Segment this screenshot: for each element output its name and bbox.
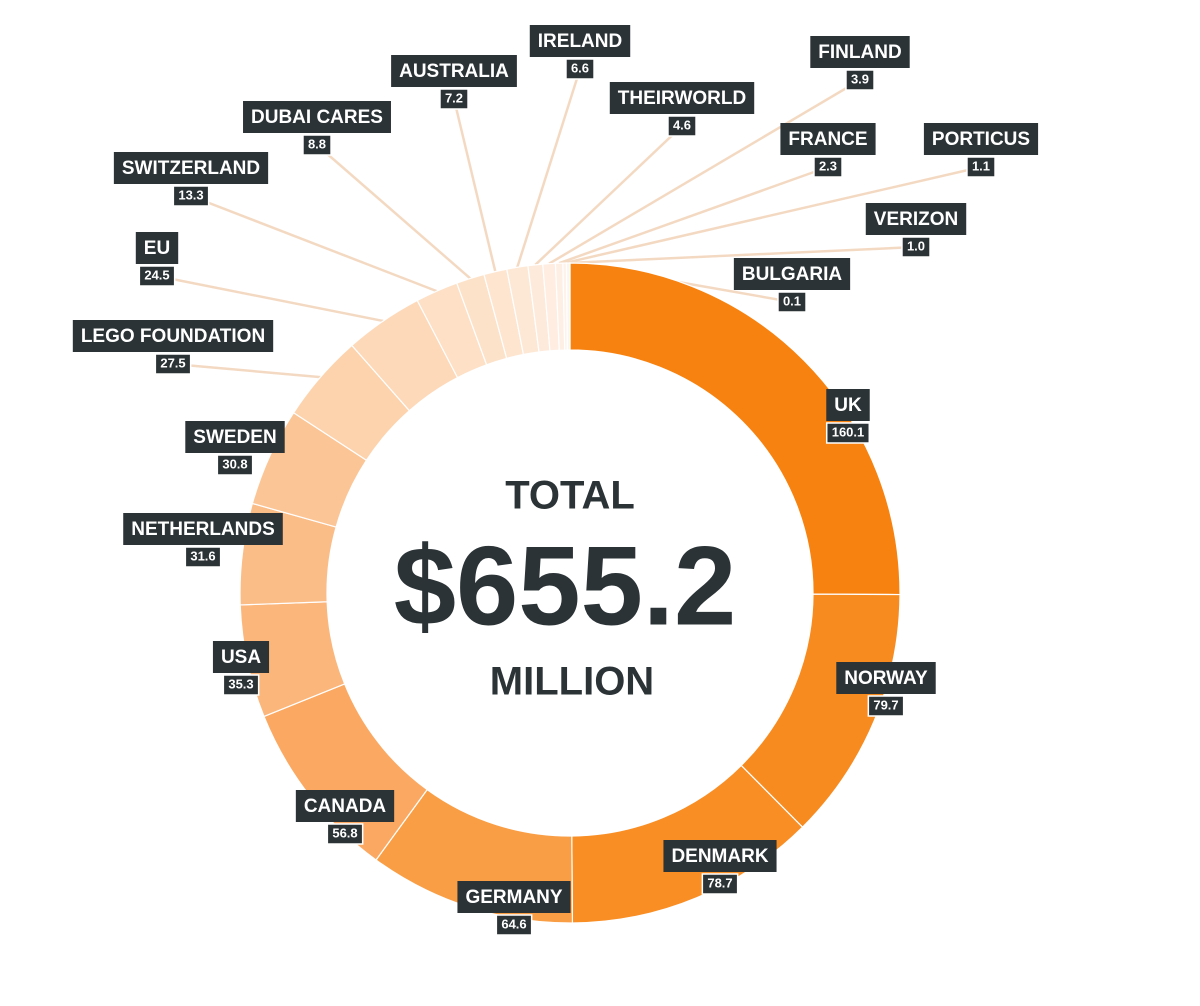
category-label: GERMANY xyxy=(465,887,562,908)
value-label: 3.9 xyxy=(851,71,869,86)
category-label: FRANCE xyxy=(788,129,867,150)
category-label: THEIRWORLD xyxy=(618,88,746,109)
center-unit: MILLION xyxy=(490,660,654,704)
value-label: 7.2 xyxy=(445,90,463,105)
center-total: $655.2 xyxy=(394,524,737,649)
leader-line xyxy=(317,145,470,278)
value-label: 13.3 xyxy=(178,187,203,202)
category-label: AUSTRALIA xyxy=(399,61,509,82)
category-label: SWEDEN xyxy=(193,427,276,448)
category-label: SWITZERLAND xyxy=(122,158,260,179)
value-label: 4.6 xyxy=(673,117,691,132)
category-label: EU xyxy=(144,238,170,259)
category-label: LEGO FOUNDATION xyxy=(81,326,265,347)
leader-line xyxy=(157,276,383,321)
value-label: 1.1 xyxy=(972,158,990,173)
value-label: 6.6 xyxy=(571,60,589,75)
value-label: 30.8 xyxy=(222,456,247,471)
category-label: NETHERLANDS xyxy=(131,519,275,540)
category-label: UK xyxy=(834,395,862,416)
category-label: VERIZON xyxy=(874,209,958,230)
value-label: 56.8 xyxy=(332,825,357,840)
value-label: 64.6 xyxy=(501,916,526,931)
category-label: DUBAI CARES xyxy=(251,107,383,128)
category-label: NORWAY xyxy=(844,668,928,689)
leader-line xyxy=(535,126,682,265)
category-label: FINLAND xyxy=(818,42,901,63)
value-label: 27.5 xyxy=(160,355,185,370)
category-label: BULGARIA xyxy=(742,264,843,285)
value-label: 8.8 xyxy=(308,136,326,151)
leader-line xyxy=(517,69,580,267)
category-label: DENMARK xyxy=(671,846,768,867)
category-label: PORTICUS xyxy=(932,129,1030,150)
value-label: 35.3 xyxy=(228,676,253,691)
category-label: USA xyxy=(221,647,261,668)
value-label: 31.6 xyxy=(190,548,215,563)
category-label: IRELAND xyxy=(538,31,622,52)
value-label: 24.5 xyxy=(144,267,169,282)
value-label: 79.7 xyxy=(873,697,898,712)
value-label: 78.7 xyxy=(707,875,732,890)
leader-line xyxy=(559,167,828,263)
value-label: 2.3 xyxy=(819,158,837,173)
value-label: 160.1 xyxy=(832,424,865,439)
value-label: 0.1 xyxy=(783,293,801,308)
leader-line xyxy=(454,99,495,272)
center-title: TOTAL xyxy=(505,474,635,518)
category-label: CANADA xyxy=(304,796,387,817)
leader-line xyxy=(191,196,437,291)
leader-line xyxy=(173,364,320,377)
value-label: 1.0 xyxy=(907,238,925,253)
